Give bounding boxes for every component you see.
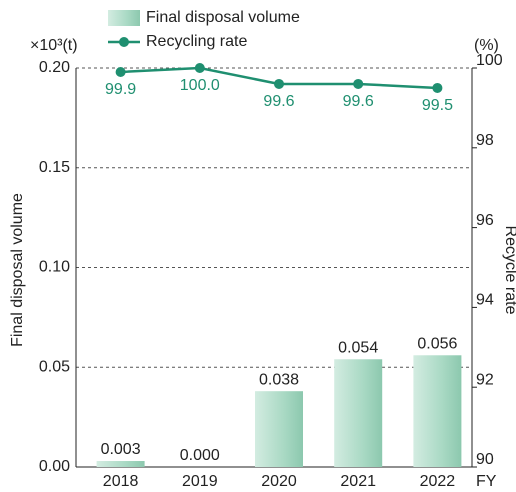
- line-label: 100.0: [180, 77, 220, 94]
- bar: [413, 355, 462, 467]
- bar-label: 0.000: [180, 447, 220, 464]
- line-marker: [353, 78, 364, 89]
- y2-axis-title: Recycle rate: [502, 226, 516, 315]
- y-tick-label: 0.05: [39, 358, 70, 375]
- y2-tick-label: 96: [476, 212, 494, 229]
- line-marker: [194, 63, 205, 73]
- x-tick-label: 2022: [420, 473, 456, 490]
- legend-swatch: [108, 10, 140, 26]
- y-axis-title: Final disposal volume: [9, 193, 26, 347]
- bar-label: 0.054: [338, 339, 378, 356]
- x-tick-label: 2021: [340, 473, 376, 490]
- y2-tick-label: 98: [476, 132, 494, 149]
- line-label: 99.5: [422, 97, 453, 114]
- y-tick-label: 0.20: [39, 59, 70, 76]
- line-label: 99.6: [263, 93, 294, 110]
- y2-tick-label: 92: [476, 371, 494, 388]
- y-tick-label: 0.15: [39, 159, 70, 176]
- y-tick-label: 0.10: [39, 259, 70, 276]
- line-marker: [274, 78, 284, 89]
- x-tick-label: 2020: [261, 473, 297, 490]
- y2-tick-label: 90: [476, 451, 494, 468]
- line-marker: [432, 82, 443, 93]
- y2-unit: (%): [474, 37, 499, 54]
- bar: [255, 391, 303, 467]
- line-label: 99.9: [105, 81, 136, 98]
- line-label: 99.6: [343, 93, 374, 110]
- bar: [334, 359, 383, 467]
- line-marker: [115, 66, 126, 77]
- x-unit: FY: [476, 473, 497, 490]
- bar-label: 0.056: [417, 335, 457, 352]
- y2-tick-label: 94: [476, 292, 494, 309]
- x-tick-label: 2018: [103, 473, 139, 490]
- y-tick-label: 0.00: [39, 458, 70, 475]
- x-tick-label: 2019: [182, 473, 218, 490]
- bar-label: 0.003: [101, 441, 141, 458]
- y2-tick-label: 100: [476, 52, 503, 69]
- legend-label: Final disposal volume: [146, 9, 300, 26]
- bar: [96, 461, 145, 467]
- bar-label: 0.038: [259, 371, 299, 388]
- legend-marker: [119, 37, 129, 47]
- y-unit: ×10³(t): [30, 37, 78, 54]
- legend-label: Recycling rate: [146, 33, 247, 50]
